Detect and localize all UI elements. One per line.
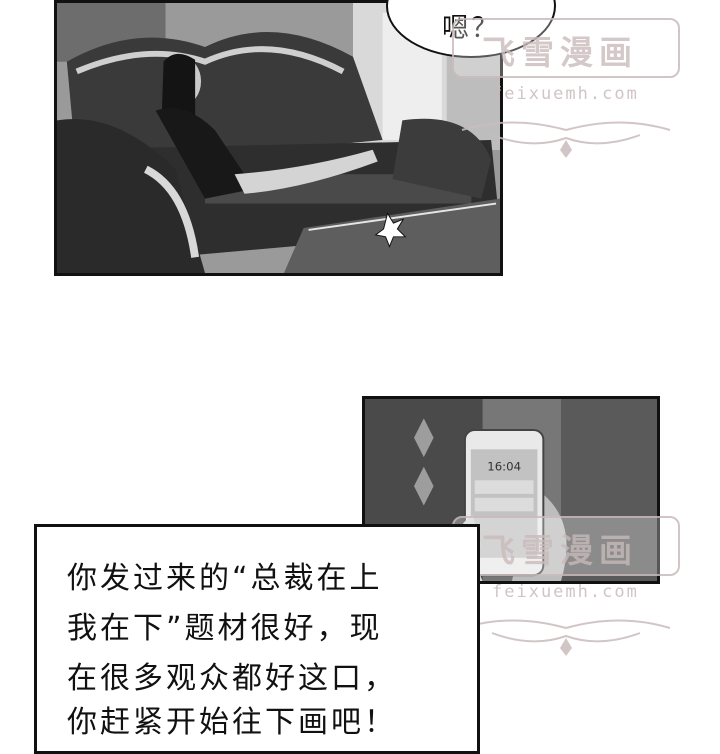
narration-line: 你赶紧开始往下画吧！ bbox=[67, 705, 397, 740]
phone-clock: 16:04 bbox=[487, 460, 521, 474]
speech-bubble-text: 嗯？ bbox=[442, 13, 500, 44]
narration-line: 我在下”题材很好，现 bbox=[67, 611, 383, 646]
watermark-url: feixuemh.com bbox=[492, 84, 639, 104]
narration-line: 你发过来的“总裁在上 bbox=[67, 561, 383, 596]
narration-line: 在很多观众都好这口， bbox=[67, 661, 397, 696]
watermark-ornament bbox=[461, 619, 671, 656]
watermark-url: feixuemh.com bbox=[492, 582, 639, 602]
